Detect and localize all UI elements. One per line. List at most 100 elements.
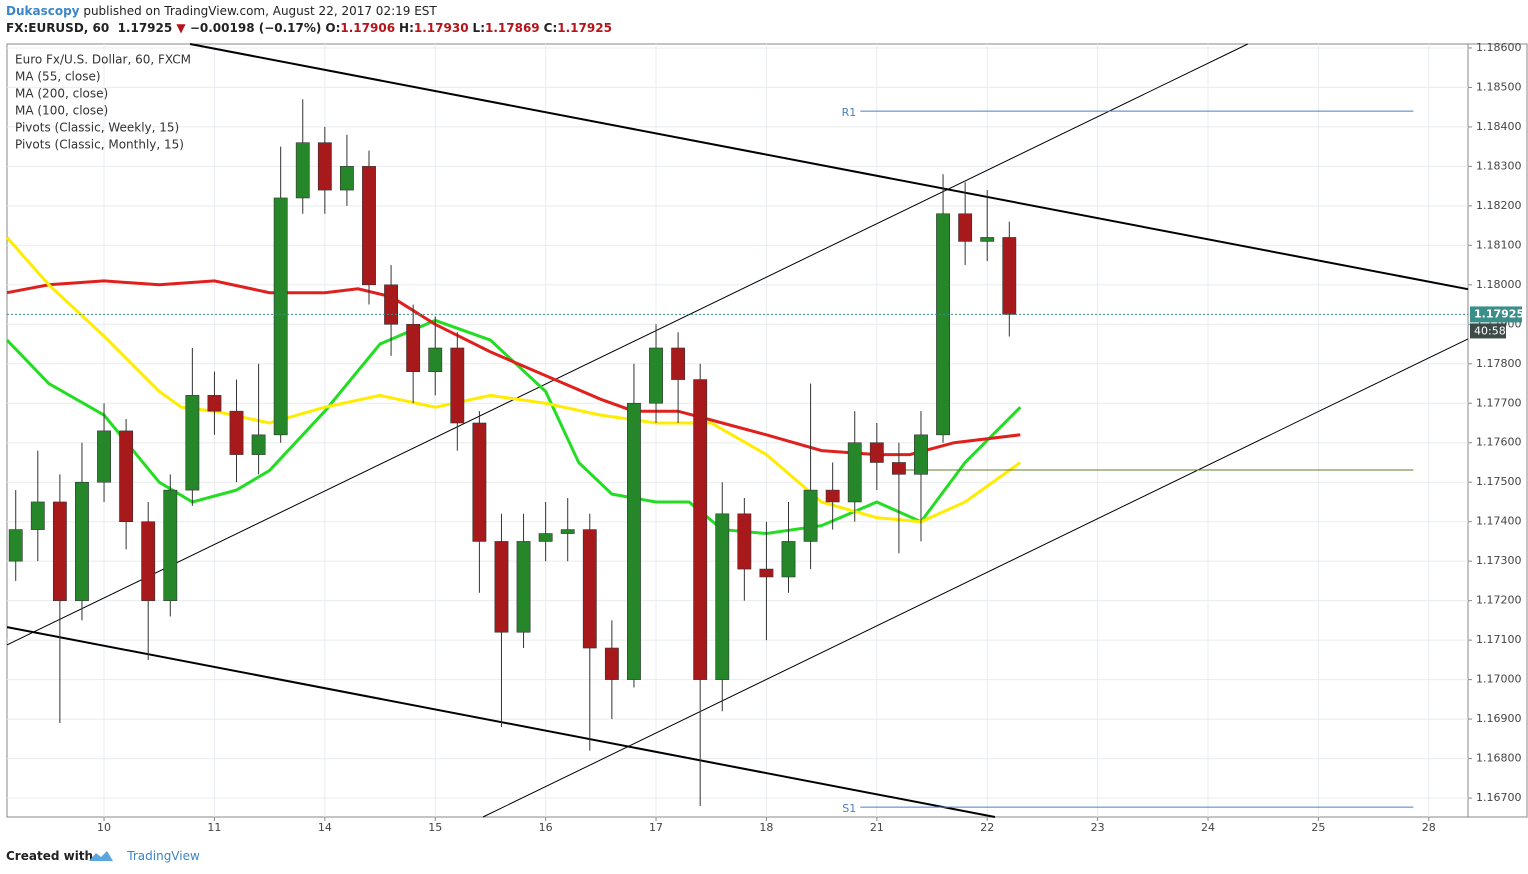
y-tick-label: 1.17100	[1476, 633, 1522, 646]
candle-body	[472, 422, 487, 542]
moving-average	[6, 279, 1021, 457]
moving-average	[5, 236, 1022, 524]
published: published on TradingView.com, August 22,…	[83, 4, 437, 18]
price: 1.17925	[117, 21, 173, 35]
header-line: Dukascopy published on TradingView.com, …	[6, 4, 437, 18]
y-tick-label: 1.17200	[1476, 594, 1522, 607]
x-tick-label: 23	[1091, 821, 1105, 834]
ohlc-label: H:	[399, 21, 414, 35]
candle-body	[229, 410, 244, 455]
x-tick-label: 24	[1201, 821, 1215, 834]
candle-body	[693, 379, 708, 680]
candle-body	[317, 142, 332, 191]
candle-body	[980, 237, 995, 242]
brand[interactable]: TradingView	[127, 849, 200, 863]
candle-body	[516, 541, 531, 633]
legend-entry: MA (55, close)	[15, 70, 101, 84]
candle-body	[847, 442, 862, 503]
candle-body	[627, 402, 641, 680]
ohlc-label: C:	[543, 21, 558, 35]
candle-body	[891, 462, 906, 475]
candle-body	[825, 489, 840, 503]
candle-body	[362, 166, 376, 286]
candle-body	[869, 442, 884, 463]
y-tick-label: 1.16900	[1476, 712, 1522, 725]
candle-body	[715, 513, 730, 680]
x-tick-label: 14	[318, 821, 332, 834]
candle-body	[494, 541, 509, 633]
brand-logo	[89, 851, 113, 861]
candle-body	[273, 197, 288, 436]
moving-average	[5, 318, 1022, 536]
candle-body	[185, 395, 200, 491]
candle-body	[582, 529, 597, 649]
trendline	[6, 626, 996, 818]
x-tick-label: 25	[1311, 821, 1325, 834]
y-tick-label: 1.18300	[1476, 159, 1522, 172]
y-tick-label: 1.16800	[1476, 752, 1522, 765]
trendline	[6, 43, 1249, 646]
instrument: Euro Fx/U.S. Dollar, 60, FXCM	[15, 53, 191, 67]
candle-body	[737, 513, 752, 570]
y-tick-label: 1.17600	[1476, 436, 1522, 449]
y-tick-label: 1.17700	[1476, 396, 1522, 409]
candle-body	[759, 568, 774, 578]
candle-body	[671, 347, 686, 380]
ohlc: O:1.17906 H:1.17930 L:1.17869 C:1.17925	[321, 21, 612, 35]
change: −0.00198 (−0.17%)	[189, 21, 322, 35]
candle-body	[339, 166, 354, 191]
y-tick-label: 1.17400	[1476, 515, 1522, 528]
candle-body	[8, 529, 23, 562]
x-tick-label: 18	[759, 821, 773, 834]
candle-body	[781, 541, 796, 578]
x-tick-label: 21	[870, 821, 884, 834]
y-tick-label: 1.18000	[1476, 278, 1522, 291]
ohlc-label: L:	[472, 21, 485, 35]
price-axis	[1467, 43, 1528, 818]
legend-entry: MA (100, close)	[15, 104, 108, 118]
candle-body	[251, 434, 266, 455]
ohlc-value: 1.17906	[340, 21, 396, 35]
candle-body	[52, 501, 67, 601]
ohlc-value: 1.17925	[557, 21, 612, 35]
last-price-box	[1470, 306, 1522, 323]
publisher: Dukascopy	[6, 4, 80, 18]
candle-body	[958, 213, 973, 242]
arrow: ▼	[176, 21, 186, 35]
candle-body	[30, 501, 45, 530]
y-tick-label: 1.18100	[1476, 238, 1522, 251]
last-price-label: 1.17925	[1474, 307, 1524, 320]
y-tick-label: 1.18200	[1476, 199, 1522, 212]
candle-body	[450, 347, 465, 424]
candle-body	[936, 213, 950, 436]
candle-body	[163, 489, 178, 601]
candle-body	[97, 430, 111, 483]
trendline	[482, 338, 1469, 818]
created: Created with	[6, 849, 94, 863]
symbol: FX:EURUSD, 60	[6, 21, 110, 35]
candle-body	[604, 647, 619, 680]
x-tick-label: 28	[1422, 821, 1436, 834]
candle-body	[803, 489, 818, 542]
symbol-line: FX:EURUSD, 60 1.17925 ▼ −0.00198 (−0.17%…	[6, 21, 612, 35]
pivot-label: S1	[842, 802, 856, 815]
ohlc-value: 1.17930	[413, 21, 469, 35]
footer: Created with TradingView	[6, 849, 200, 863]
candle-body	[560, 529, 575, 534]
countdown: 40:58	[1474, 324, 1506, 337]
candle-body	[295, 142, 310, 199]
x-tick-label: 11	[207, 821, 221, 834]
y-tick-label: 1.17000	[1476, 673, 1522, 686]
candle-body	[141, 521, 156, 601]
y-tick-label: 1.17800	[1476, 357, 1522, 370]
y-tick-label: 1.16700	[1476, 791, 1522, 804]
x-tick-label: 22	[980, 821, 994, 834]
x-tick-label: 16	[539, 821, 553, 834]
pivot-label: R1	[842, 106, 857, 119]
candle-body	[649, 347, 663, 404]
y-tick-label: 1.18600	[1476, 41, 1522, 54]
candle-body	[119, 430, 134, 522]
y-tick-label: 1.18500	[1476, 80, 1522, 93]
candle-body	[384, 284, 398, 325]
